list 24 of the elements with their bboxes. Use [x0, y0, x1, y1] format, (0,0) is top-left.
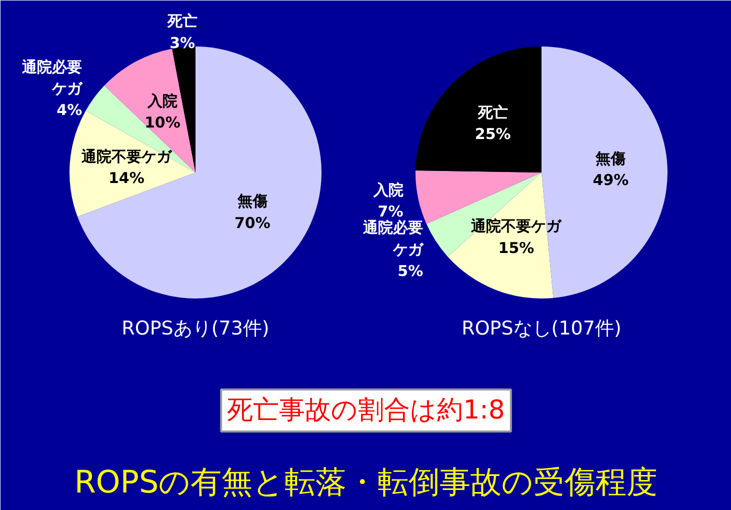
text: ROPSなし(107件): [462, 318, 622, 340]
slice-label: 死亡: [476, 103, 508, 122]
data-label: 70%: [234, 214, 270, 232]
slice-label: 入院: [146, 92, 178, 110]
slice-label: 通院不要ケガ: [80, 147, 172, 166]
data-label: 14%: [108, 168, 144, 187]
data-label: 25%: [474, 124, 511, 143]
text: ROPSの有無と転落・転倒事故の受傷程度: [74, 464, 658, 500]
slice-label: 通院必要ケガ: [21, 58, 84, 98]
data-label: 7%: [378, 202, 404, 221]
text: 死亡事故の割合は約1:8: [227, 396, 505, 426]
data-label: 15%: [498, 238, 534, 257]
slice-label: 通院不要ケガ: [470, 217, 562, 236]
data-label: 5%: [398, 262, 424, 280]
data-label: 10%: [144, 113, 180, 132]
text: ROPSあり(73件): [122, 318, 270, 340]
data-label: 49%: [592, 171, 629, 190]
data-label: 4%: [56, 101, 82, 120]
slice-label: 通院必要ケガ: [362, 218, 424, 258]
data-label: 3%: [170, 34, 196, 52]
slice-label: 入院: [372, 181, 404, 200]
slice-label: 無傷: [236, 192, 268, 210]
slice-label: 死亡: [166, 12, 198, 30]
slice-label: 無傷: [594, 149, 626, 168]
